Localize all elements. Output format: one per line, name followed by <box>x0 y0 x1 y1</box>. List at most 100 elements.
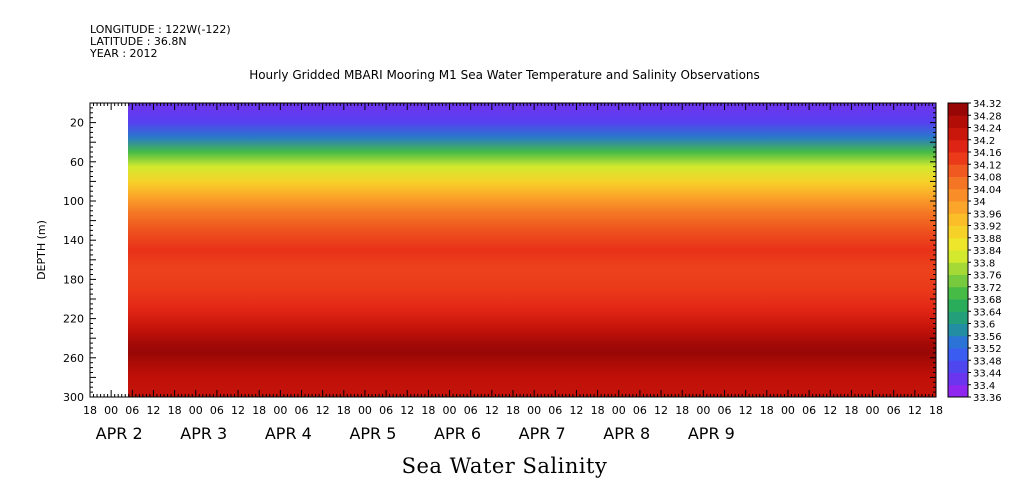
x-tick-label: 00 <box>866 404 880 417</box>
colorbar-label: 33.96 <box>973 209 1002 220</box>
x-tick-label: 06 <box>295 404 309 417</box>
colorbar-label: 33.88 <box>973 234 1002 245</box>
x-tick-label: 00 <box>612 404 626 417</box>
colorbar-label: 33.6 <box>973 320 995 331</box>
x-day-label: APR 9 <box>688 424 735 443</box>
x-tick-label: 18 <box>83 404 97 417</box>
latitude-label: LATITUDE : 36.8N <box>90 35 187 48</box>
chart-title: Hourly Gridded MBARI Mooring M1 Sea Wate… <box>249 68 760 82</box>
y-tick-label: 300 <box>63 391 84 404</box>
colorbar-segment <box>948 213 968 226</box>
colorbar-segment <box>948 127 968 141</box>
colorbar-segment <box>948 164 968 177</box>
x-tick-label: 06 <box>802 404 816 417</box>
x-day-label: APR 4 <box>265 424 312 443</box>
x-tick-label: 18 <box>929 404 943 417</box>
colorbar-segment <box>948 348 968 361</box>
colorbar-label: 33.4 <box>973 381 995 392</box>
x-tick-label: 00 <box>189 404 203 417</box>
colorbar-label: 33.8 <box>973 258 995 269</box>
colorbar-label: 33.64 <box>973 307 1002 318</box>
colorbar-segment <box>948 115 968 128</box>
x-tick-label: 12 <box>400 404 414 417</box>
colorbar-segment <box>948 360 968 373</box>
colorbar-segment <box>948 250 968 263</box>
colorbar-segment <box>948 384 968 398</box>
x-axis: 18 00 06 12 18 00 06 12 18 00 06 12 18 00 06 12 18 00 06 12… <box>83 103 943 443</box>
colorbar-label: 34.32 <box>973 99 1002 110</box>
x-tick-label: 12 <box>739 404 753 417</box>
x-tick-label: 06 <box>887 404 901 417</box>
x-tick-label: 18 <box>675 404 689 417</box>
x-tick-label: 12 <box>569 404 583 417</box>
salinity-field <box>128 103 936 397</box>
colorbar-segment <box>948 225 968 239</box>
x-tick-label: 12 <box>485 404 499 417</box>
x-tick-label: 06 <box>633 404 647 417</box>
x-tick-label: 00 <box>696 404 710 417</box>
colorbar-label: 33.48 <box>973 356 1002 367</box>
colorbar: 33.3633.433.4433.4833.5233.5633.633.6433… <box>947 99 1002 404</box>
x-day-label: APR 7 <box>519 424 566 443</box>
x-tick-label: 00 <box>781 404 795 417</box>
x-tick-label: 18 <box>421 404 435 417</box>
y-tick-label: 260 <box>63 352 84 365</box>
x-tick-label: 00 <box>358 404 372 417</box>
colorbar-label: 33.36 <box>973 393 1002 404</box>
x-day-label: APR 2 <box>96 424 143 443</box>
colorbar-label: 33.72 <box>973 283 1002 294</box>
x-day-label: APR 3 <box>180 424 227 443</box>
x-tick-label: 06 <box>464 404 478 417</box>
x-tick-label: 12 <box>231 404 245 417</box>
y-axis-label: DEPTH (m) <box>35 220 48 280</box>
x-tick-label: 06 <box>125 404 139 417</box>
colorbar-label: 34.12 <box>973 160 1002 171</box>
y-tick-label: 180 <box>63 273 84 286</box>
y-tick-label: 220 <box>63 313 84 326</box>
colorbar-label: 34.04 <box>973 185 1002 196</box>
longitude-label: LONGITUDE : 122W(-122) <box>90 23 231 36</box>
colorbar-label: 34.2 <box>973 136 995 147</box>
x-tick-label: 18 <box>591 404 605 417</box>
colorbar-label: 33.68 <box>973 295 1002 306</box>
x-tick-label: 06 <box>379 404 393 417</box>
x-tick-label: 00 <box>273 404 287 417</box>
colorbar-segment <box>948 103 968 116</box>
y-tick-label: 100 <box>63 195 84 208</box>
year-label: YEAR : 2012 <box>90 47 158 60</box>
colorbar-label: 34.08 <box>973 173 1002 184</box>
colorbar-label: 33.92 <box>973 222 1002 233</box>
colorbar-segment <box>948 139 968 153</box>
x-tick-label: 00 <box>104 404 118 417</box>
colorbar-segment <box>948 176 968 190</box>
colorbar-label: 34.24 <box>973 124 1002 135</box>
colorbar-label: 33.76 <box>973 271 1002 282</box>
x-tick-label: 12 <box>823 404 837 417</box>
x-tick-label: 12 <box>908 404 922 417</box>
colorbar-segment <box>948 237 968 251</box>
x-tick-label: 00 <box>443 404 457 417</box>
colorbar-segment <box>948 372 968 386</box>
colorbar-segment <box>948 262 968 275</box>
x-tick-label: 12 <box>316 404 330 417</box>
colorbar-label: 33.84 <box>973 246 1002 257</box>
colorbar-segment <box>948 323 968 337</box>
colorbar-segment <box>948 274 968 288</box>
colorbar-label: 34.28 <box>973 111 1002 122</box>
plot-area <box>89 102 937 398</box>
x-tick-label: 18 <box>844 404 858 417</box>
y-axis: 20 60 100 140 180 220 260 300 <box>63 102 936 404</box>
colorbar-segment <box>948 335 968 349</box>
variable-title: Sea Water Salinity <box>401 454 608 478</box>
x-tick-label: 18 <box>252 404 266 417</box>
x-day-label: APR 5 <box>349 424 396 443</box>
y-tick-label: 20 <box>70 117 84 130</box>
x-tick-label: 18 <box>168 404 182 417</box>
colorbar-segment <box>948 201 968 214</box>
x-tick-label: 18 <box>337 404 351 417</box>
colorbar-label: 33.44 <box>973 369 1002 380</box>
colorbar-segment <box>948 152 968 165</box>
x-tick-label: 00 <box>527 404 541 417</box>
x-tick-label: 18 <box>760 404 774 417</box>
